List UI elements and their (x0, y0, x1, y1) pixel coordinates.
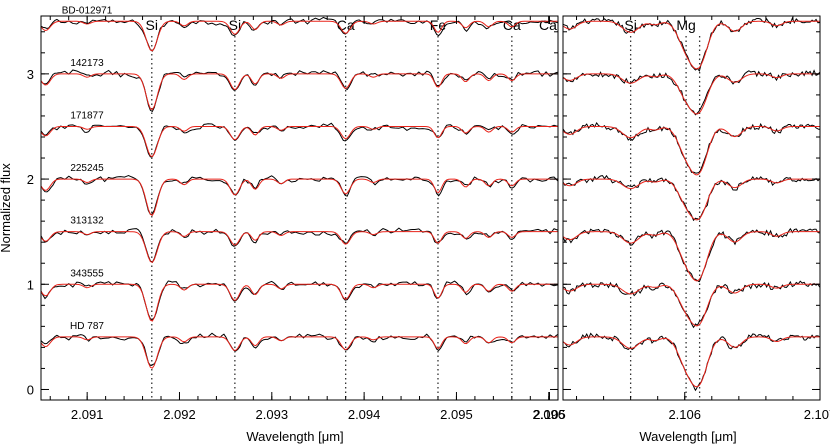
model-spectrum (563, 73, 820, 115)
spectrum-2 (563, 122, 820, 176)
line-label: Ca (539, 17, 557, 33)
y-axis: 0 1 2 3 (27, 67, 34, 398)
spectrum-4 (41, 227, 558, 264)
x-tick-label: 2.093 (256, 407, 289, 422)
star-label: 313132 (70, 216, 104, 227)
x-tick-label: 2.105 (533, 407, 566, 422)
star-label: 225245 (70, 163, 104, 174)
observed-spectrum (41, 122, 558, 158)
y-tick-label: 3 (27, 67, 34, 82)
model-spectrum (41, 125, 558, 158)
observed-spectrum (41, 227, 558, 264)
panel-frame (40, 15, 559, 401)
x-tick-label: 2.107 (804, 407, 830, 422)
star-label: HD 787 (70, 321, 104, 332)
x-tick-label: 2.106 (668, 407, 701, 422)
observed-spectrum (563, 174, 820, 222)
observed-spectrum (563, 280, 820, 329)
star-label: 171877 (70, 110, 104, 121)
model-spectrum (41, 283, 558, 322)
model-spectrum (41, 178, 558, 217)
spectrum-6 (41, 332, 558, 369)
y-tick-label: 0 (27, 382, 34, 397)
observed-spectrum (41, 16, 558, 52)
panel-frame (562, 15, 821, 401)
model-spectrum (563, 178, 820, 221)
star-label: BD-012971 (62, 5, 113, 16)
line-label: Si (229, 17, 241, 33)
panel-left: Si Si Ca Fe Ca CaBD-0129711421731718772252453… (40, 5, 565, 422)
observed-spectrum (41, 69, 558, 113)
line-label: Mg (676, 17, 695, 33)
x-tick-label: 2.095 (440, 407, 473, 422)
spectrum-2 (41, 122, 558, 158)
star-label: 343555 (70, 268, 104, 279)
x-axis-label-left: Wavelength [μm] (246, 429, 343, 444)
model-spectrum (41, 20, 558, 52)
model-spectrum (563, 231, 820, 282)
y-axis-label: Normalized flux (0, 163, 13, 253)
x-tick-label: 2.096 (532, 407, 565, 422)
spectrum-4 (563, 227, 820, 283)
spectrum-5 (563, 280, 820, 329)
observed-spectrum (563, 16, 820, 72)
spectrum-0 (563, 16, 820, 72)
spectrum-5 (41, 280, 558, 322)
model-spectrum (41, 231, 558, 263)
spectrum-1 (41, 69, 558, 113)
model-spectrum (563, 283, 820, 327)
line-label: Si (146, 17, 158, 33)
x-tick-label: 2.092 (163, 407, 196, 422)
model-spectrum (563, 20, 820, 70)
model-spectrum (41, 336, 558, 369)
observed-spectrum (41, 332, 558, 367)
model-spectrum (563, 336, 820, 388)
model-spectrum (563, 125, 820, 176)
spectrum-1 (563, 69, 820, 116)
line-label: Si (624, 17, 636, 33)
panel-right: Si Mg 2.105 2.106 2.107 (533, 15, 830, 422)
x-tick-label: 2.091 (71, 407, 104, 422)
spectrum-0 (41, 16, 558, 52)
observed-spectrum (563, 227, 820, 283)
star-label: 142173 (70, 58, 104, 69)
y-tick-label: 2 (27, 172, 34, 187)
x-axis-label-right: Wavelength [μm] (639, 429, 736, 444)
spectrum-6 (563, 332, 820, 392)
model-spectrum (41, 73, 558, 111)
y-tick-label: 1 (27, 277, 34, 292)
spectrum-3 (41, 175, 558, 217)
spectrum-3 (563, 174, 820, 222)
observed-spectrum (41, 175, 558, 215)
observed-spectrum (563, 69, 820, 116)
observed-spectrum (41, 280, 558, 320)
observed-spectrum (563, 122, 820, 174)
x-tick-label: 2.094 (348, 407, 381, 422)
